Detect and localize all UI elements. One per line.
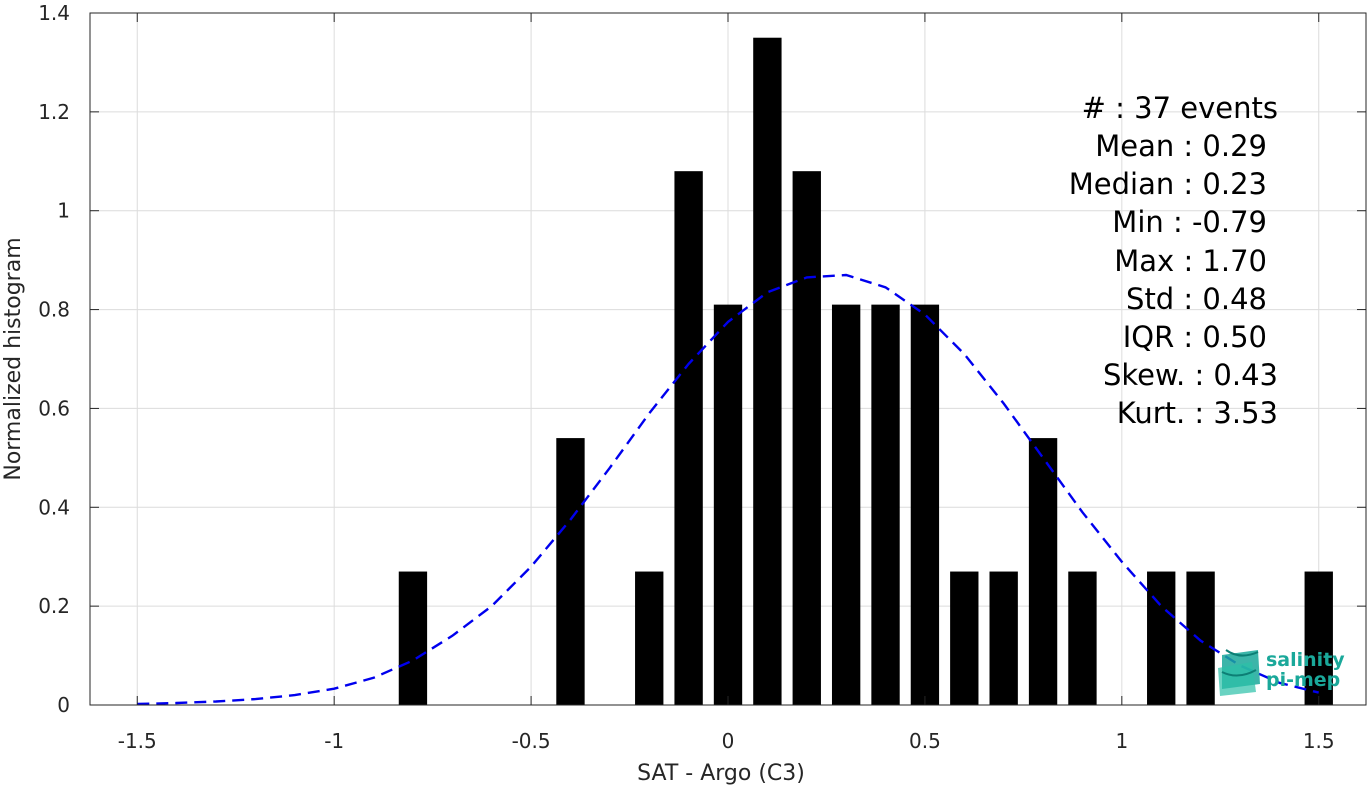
y-axis-label: Normalized histogram bbox=[1, 237, 26, 480]
bars bbox=[398, 37, 1333, 705]
histogram-bar bbox=[674, 171, 703, 705]
x-axis-ticks: -1.5 -1 -0.5 0 0.5 1 1.5 bbox=[118, 13, 1335, 753]
histogram-bar bbox=[989, 571, 1018, 705]
x-axis-label: SAT - Argo (C3) bbox=[637, 761, 805, 786]
stat-iqr: IQR : 0.50 bbox=[1123, 320, 1267, 354]
y-tick-label: 0.2 bbox=[38, 594, 70, 618]
histogram-bar bbox=[635, 571, 664, 705]
histogram-bar bbox=[1147, 571, 1176, 705]
histogram-bar bbox=[1304, 571, 1333, 705]
stat-median: Median : 0.23 bbox=[1069, 167, 1267, 201]
fit-curve bbox=[137, 273, 1319, 706]
x-tick-label: -0.5 bbox=[512, 729, 551, 753]
histogram-bar bbox=[713, 304, 743, 705]
histogram-bar bbox=[1028, 438, 1058, 705]
histogram-bar bbox=[950, 571, 979, 705]
histogram-bar bbox=[871, 304, 900, 705]
y-tick-label: 0.8 bbox=[38, 298, 70, 322]
stat-std: Std : 0.48 bbox=[1126, 282, 1267, 316]
y-tick-label: 1.4 bbox=[38, 1, 70, 25]
stats-box: # : 37 events Mean : 0.29 Median : 0.23 … bbox=[1069, 91, 1278, 430]
x-tick-label: 1.5 bbox=[1303, 729, 1335, 753]
logo-waves-icon bbox=[1218, 649, 1260, 696]
x-tick-label: -1 bbox=[324, 729, 344, 753]
y-tick-label: 0.4 bbox=[38, 495, 70, 519]
stat-kurt: Kurt. : 3.53 bbox=[1117, 396, 1278, 430]
histogram-bar bbox=[398, 571, 428, 705]
x-tick-label: 0 bbox=[722, 729, 735, 753]
histogram-bar bbox=[910, 304, 940, 705]
stat-min: Min : -0.79 bbox=[1112, 205, 1267, 239]
logo-line1: salinity bbox=[1266, 649, 1345, 671]
stat-skew: Skew. : 0.43 bbox=[1103, 358, 1278, 392]
x-tick-label: -1.5 bbox=[118, 729, 157, 753]
x-tick-label: 0.5 bbox=[909, 729, 941, 753]
stat-count: # : 37 events bbox=[1082, 91, 1278, 125]
y-tick-label: 1.2 bbox=[38, 100, 70, 124]
histogram-bar bbox=[556, 438, 585, 705]
logo-line2: pi-mep bbox=[1266, 669, 1340, 691]
histogram-bar bbox=[1186, 571, 1215, 705]
y-tick-label: 0.6 bbox=[38, 396, 70, 420]
stat-max: Max : 1.70 bbox=[1114, 244, 1267, 278]
y-axis-ticks: 0 0.2 0.4 0.6 0.8 1 1.2 1.4 bbox=[38, 1, 1366, 717]
histogram-bar bbox=[792, 171, 821, 705]
y-tick-label: 0 bbox=[57, 693, 70, 717]
histogram-bar bbox=[831, 304, 861, 705]
y-tick-label: 1 bbox=[57, 199, 70, 223]
histogram-bar bbox=[753, 37, 782, 705]
x-tick-label: 1 bbox=[1115, 729, 1128, 753]
stat-mean: Mean : 0.29 bbox=[1095, 129, 1267, 163]
histogram-bar bbox=[1068, 571, 1097, 705]
salinity-pimep-logo: salinity pi-mep bbox=[1218, 649, 1345, 696]
